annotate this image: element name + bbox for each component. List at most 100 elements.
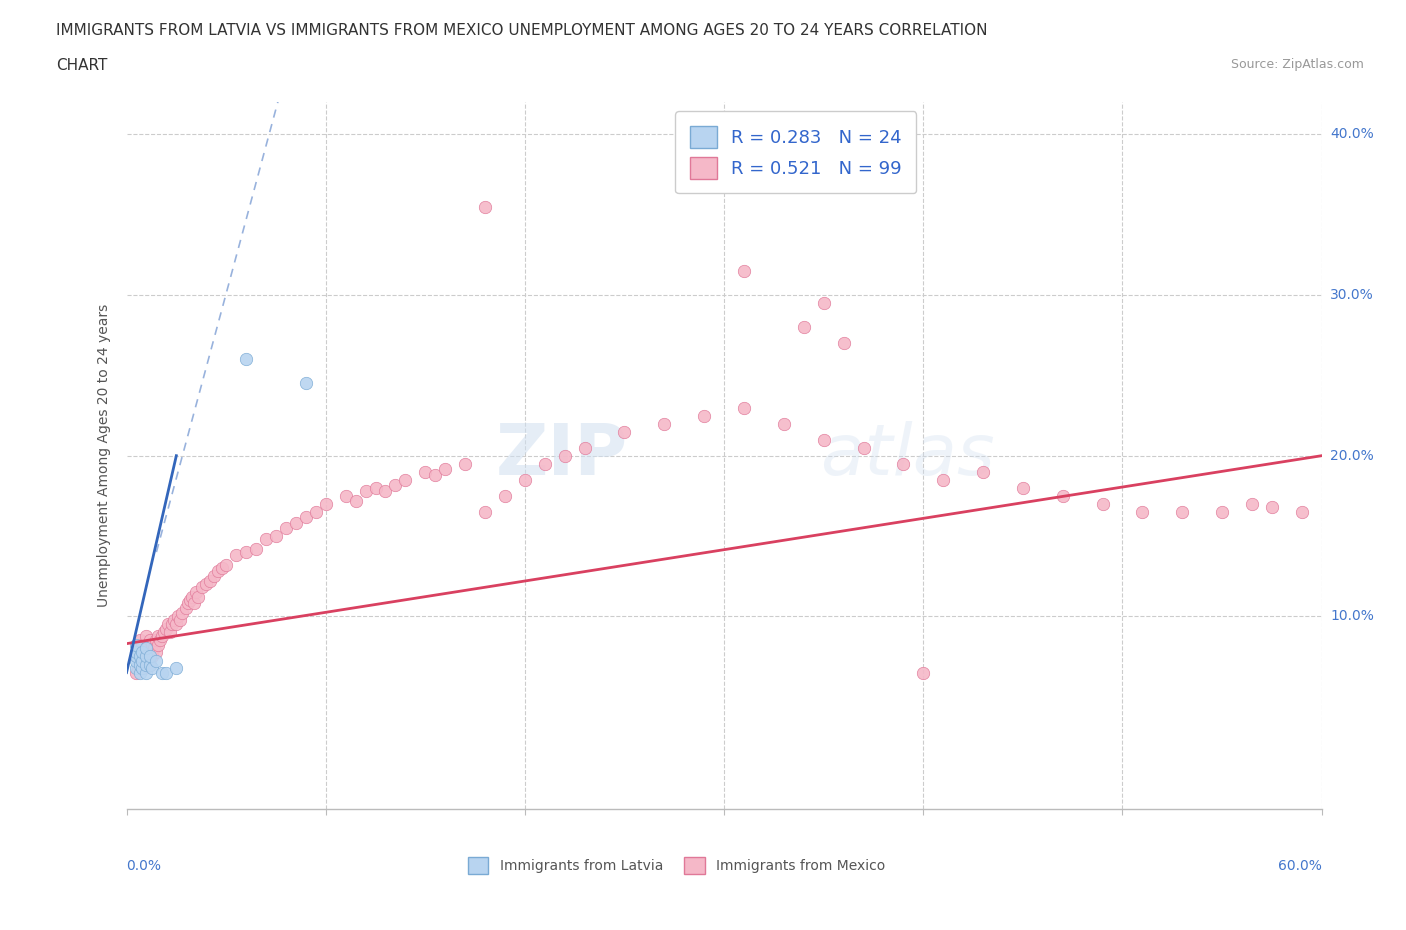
- Point: [1011, 481, 1033, 496]
- Point: [139, 658, 162, 672]
- Point: [125, 660, 148, 675]
- Point: [129, 644, 152, 659]
- Point: [652, 416, 675, 431]
- Text: 0.0%: 0.0%: [127, 858, 162, 872]
- Point: [1291, 504, 1313, 519]
- Point: [207, 564, 229, 578]
- Point: [129, 633, 152, 648]
- Point: [125, 638, 148, 653]
- Point: [1171, 504, 1194, 519]
- Point: [135, 654, 157, 669]
- Point: [394, 472, 416, 487]
- Point: [172, 605, 194, 620]
- Point: [200, 574, 222, 589]
- Point: [167, 609, 190, 624]
- Point: [134, 660, 156, 675]
- Point: [793, 320, 815, 335]
- Point: [693, 408, 716, 423]
- Point: [494, 488, 516, 503]
- Point: [315, 497, 337, 512]
- Point: [129, 649, 152, 664]
- Point: [148, 628, 170, 643]
- Point: [141, 660, 163, 675]
- Point: [235, 545, 257, 560]
- Point: [127, 641, 149, 656]
- Point: [245, 541, 267, 556]
- Point: [135, 665, 157, 680]
- Point: [294, 376, 316, 391]
- Point: [335, 488, 357, 503]
- Point: [187, 590, 209, 604]
- Point: [305, 504, 328, 519]
- Point: [474, 504, 496, 519]
- Point: [155, 622, 177, 637]
- Point: [129, 658, 152, 672]
- Point: [131, 654, 153, 669]
- Point: [135, 641, 157, 656]
- Point: [131, 649, 153, 664]
- Point: [165, 660, 187, 675]
- Point: [174, 601, 197, 616]
- Point: [1091, 497, 1114, 512]
- Point: [284, 516, 307, 531]
- Point: [145, 644, 167, 659]
- Point: [384, 477, 406, 492]
- Point: [1240, 497, 1263, 512]
- Point: [157, 617, 180, 631]
- Point: [264, 528, 287, 543]
- Point: [125, 644, 148, 659]
- Text: CHART: CHART: [56, 58, 108, 73]
- Point: [141, 649, 163, 664]
- Point: [129, 654, 152, 669]
- Point: [211, 561, 233, 576]
- Point: [454, 457, 477, 472]
- Point: [832, 336, 855, 351]
- Point: [155, 665, 177, 680]
- Text: atlas: atlas: [820, 421, 994, 490]
- Point: [139, 658, 162, 672]
- Point: [1052, 488, 1074, 503]
- Point: [177, 596, 200, 611]
- Point: [131, 644, 153, 659]
- Point: [813, 432, 835, 447]
- Text: 10.0%: 10.0%: [1330, 609, 1374, 623]
- Point: [183, 596, 205, 611]
- Point: [374, 484, 396, 498]
- Point: [613, 424, 636, 439]
- Text: 40.0%: 40.0%: [1330, 127, 1374, 141]
- Point: [131, 660, 153, 675]
- Text: 60.0%: 60.0%: [1278, 858, 1322, 872]
- Point: [135, 658, 157, 672]
- Point: [138, 638, 160, 653]
- Point: [125, 665, 148, 680]
- Point: [162, 617, 184, 631]
- Point: [852, 440, 875, 455]
- Point: [354, 484, 377, 498]
- Point: [474, 199, 496, 214]
- Point: [169, 612, 191, 627]
- Point: [148, 638, 170, 653]
- Point: [1211, 504, 1233, 519]
- Point: [163, 612, 186, 627]
- Point: [149, 633, 172, 648]
- Point: [344, 493, 367, 508]
- Text: IMMIGRANTS FROM LATVIA VS IMMIGRANTS FROM MEXICO UNEMPLOYMENT AMONG AGES 20 TO 2: IMMIGRANTS FROM LATVIA VS IMMIGRANTS FRO…: [56, 23, 988, 38]
- Text: 30.0%: 30.0%: [1330, 288, 1374, 302]
- Legend: Immigrants from Latvia, Immigrants from Mexico: Immigrants from Latvia, Immigrants from …: [463, 852, 890, 880]
- Point: [733, 263, 755, 278]
- Point: [135, 649, 157, 664]
- Point: [127, 660, 149, 675]
- Point: [533, 457, 555, 472]
- Point: [434, 461, 457, 476]
- Point: [554, 448, 576, 463]
- Point: [125, 654, 148, 669]
- Point: [150, 628, 174, 643]
- Point: [145, 654, 167, 669]
- Point: [574, 440, 596, 455]
- Point: [145, 633, 167, 648]
- Point: [215, 557, 238, 572]
- Point: [125, 649, 148, 664]
- Point: [513, 472, 536, 487]
- Point: [425, 468, 447, 483]
- Text: ZIP: ZIP: [496, 421, 628, 490]
